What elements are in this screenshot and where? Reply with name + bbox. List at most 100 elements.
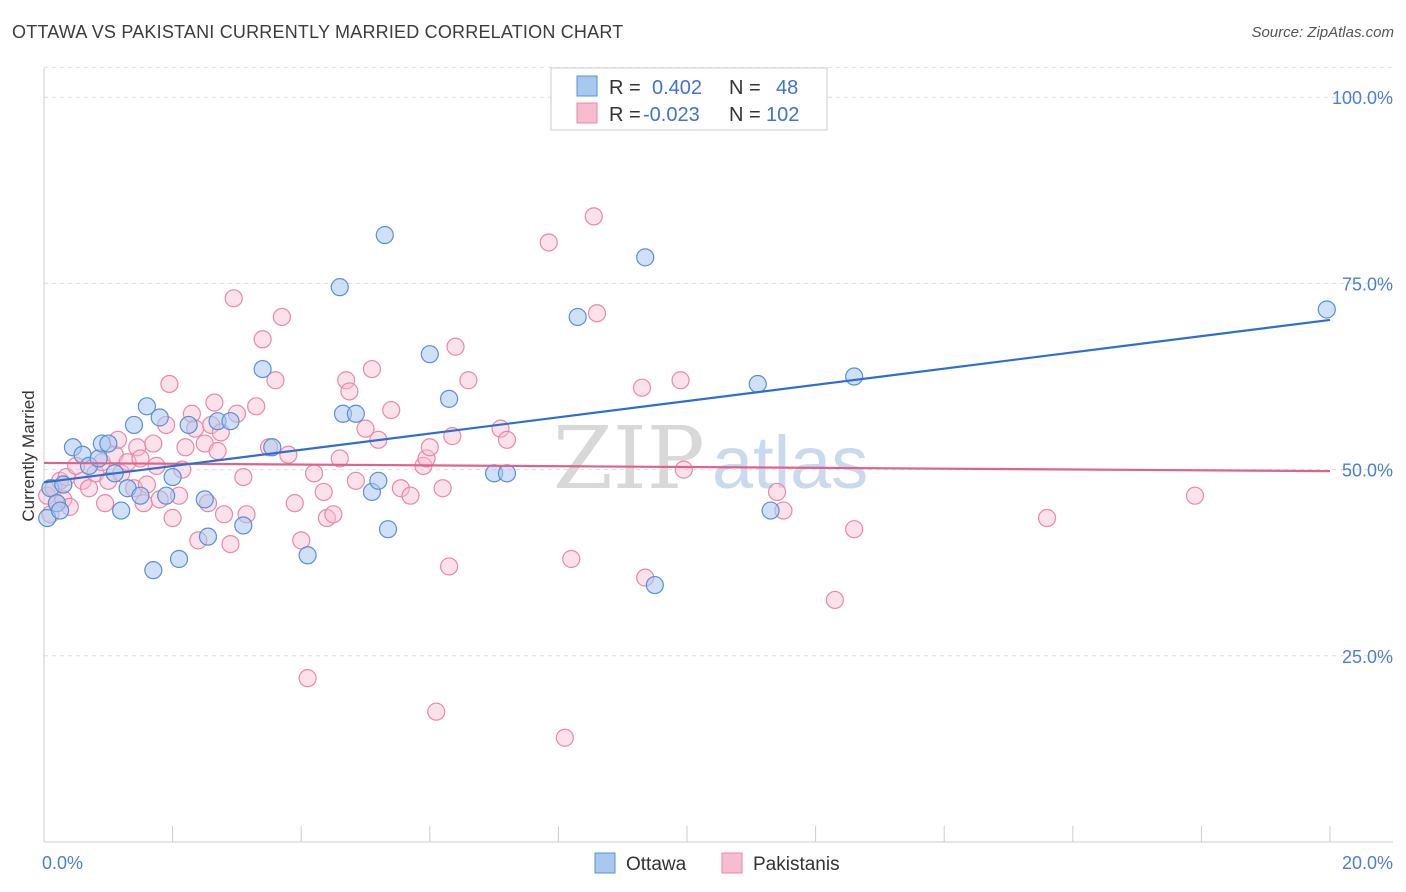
- pakistanis-point: [144, 434, 163, 453]
- legend-n-label-2: N =: [729, 104, 761, 126]
- ottawa-point: [845, 367, 864, 386]
- y-tick-label: 50.0%: [1342, 461, 1393, 481]
- pakistanis-point: [1185, 486, 1205, 505]
- pakistanis-point: [234, 467, 253, 487]
- ottawa-point: [124, 415, 144, 435]
- ottawa-points: [38, 225, 1336, 595]
- pakistanis-point: [632, 378, 652, 397]
- ottawa-point: [369, 471, 388, 490]
- y-tick-label: 75.0%: [1342, 274, 1393, 294]
- pakistanis-legend-label: Pakistanis: [753, 854, 840, 875]
- pakistanis-legend-swatch: [576, 102, 598, 124]
- ottawa-point: [330, 278, 349, 297]
- pakistanis-point: [382, 400, 401, 420]
- ottawa-point: [375, 225, 394, 245]
- pakistanis-point: [420, 438, 439, 457]
- pakistanis-point: [324, 505, 343, 524]
- ottawa-point: [195, 490, 214, 509]
- legend-n-value-2: 102: [766, 104, 799, 126]
- ottawa-point: [198, 527, 218, 546]
- ottawa-point: [50, 501, 70, 520]
- ottawa-point: [645, 575, 664, 595]
- pakistanis-point: [562, 549, 581, 569]
- ottawa-point: [253, 359, 272, 379]
- pakistanis-point: [497, 430, 517, 449]
- ottawa-point: [221, 412, 240, 431]
- ottawa-point: [748, 374, 767, 394]
- pakistanis-point: [266, 371, 285, 390]
- pakistanis-point: [253, 330, 272, 349]
- y-tick-label: 100.0%: [1332, 88, 1393, 108]
- pakistanis-point: [362, 359, 382, 379]
- pakistanis-point: [767, 482, 787, 502]
- axes: [43, 68, 1393, 843]
- pakistanis-point: [346, 471, 365, 490]
- pakistanis-point: [433, 479, 452, 498]
- ottawa-point: [636, 248, 655, 267]
- stats-legend: R = 0.402 N = 48 R = -0.023 N = 102: [550, 67, 828, 131]
- pakistanis-point: [279, 445, 298, 464]
- pakistanis-point: [584, 207, 603, 226]
- pakistanis-point: [825, 590, 844, 610]
- pakistanis-point: [95, 494, 115, 513]
- ottawa-legend-swatch: [576, 75, 598, 97]
- ottawa-point: [1317, 300, 1336, 319]
- pakistanis-point: [1037, 508, 1057, 528]
- pakistanis-bottom-swatch: [721, 852, 743, 874]
- ottawa-point: [137, 397, 156, 416]
- legend-n-value-1: 48: [776, 77, 798, 99]
- series-legend: Ottawa Pakistanis: [594, 852, 840, 875]
- pakistanis-point: [272, 307, 292, 327]
- pakistanis-point: [298, 669, 317, 688]
- watermark-atlas: atlas: [712, 421, 868, 504]
- pakistanis-point: [356, 419, 375, 438]
- tick-labels: 25.0% 50.0% 75.0% 100.0% 0.0% 20.0%: [42, 88, 1393, 873]
- legend-r-label-1: R =: [609, 77, 641, 99]
- pakistanis-point: [539, 233, 558, 252]
- ottawa-point: [157, 486, 176, 505]
- ottawa-point: [163, 467, 182, 487]
- ottawa-point: [497, 464, 517, 483]
- pakistanis-point: [205, 393, 224, 412]
- trend-lines: [43, 318, 1331, 484]
- ottawa-point: [112, 501, 131, 520]
- ottawa-point: [179, 415, 198, 435]
- chart-title: OTTAWA VS PAKISTANI CURRENTLY MARRIED CO…: [12, 22, 624, 42]
- pakistanis-point: [587, 304, 607, 323]
- ottawa-point: [263, 438, 282, 457]
- pakistanis-point: [391, 479, 410, 498]
- pakistanis-point: [459, 371, 478, 390]
- pakistanis-point: [304, 464, 324, 483]
- pakistanis-point: [314, 482, 333, 502]
- ottawa-point: [234, 516, 253, 535]
- gridlines: [44, 66, 1393, 657]
- pakistanis-point: [160, 374, 179, 394]
- pakistanis-point: [176, 438, 195, 457]
- pakistanis-point: [417, 449, 436, 468]
- ottawa-point: [150, 408, 169, 427]
- pakistanis-point: [285, 494, 304, 513]
- pakistanis-point: [147, 456, 166, 475]
- ottawa-point: [761, 501, 780, 520]
- watermark-zip: ZIP: [553, 409, 705, 509]
- pakistanis-point: [401, 486, 420, 505]
- pakistanis-point: [845, 520, 864, 539]
- ottawa-point: [131, 486, 150, 505]
- pakistanis-point: [208, 441, 227, 461]
- pakistanis-point: [247, 397, 266, 416]
- pakistanis-point: [439, 557, 459, 576]
- pakistanis-point: [221, 534, 240, 554]
- pakistanis-point: [224, 289, 243, 308]
- ottawa-point: [298, 546, 317, 565]
- ottawa-point: [378, 520, 398, 539]
- pakistanis-point: [163, 508, 182, 528]
- ottawa-point: [568, 307, 587, 327]
- pakistanis-point: [427, 702, 446, 721]
- ottawa-point: [144, 561, 163, 580]
- ottawa-point: [99, 434, 118, 453]
- ottawa-trend-line: [43, 318, 1331, 484]
- y-tick-label: 25.0%: [1342, 647, 1393, 667]
- chart-source: Source: ZipAtlas.com: [1251, 24, 1394, 41]
- legend-r-label-2: R =: [609, 104, 641, 126]
